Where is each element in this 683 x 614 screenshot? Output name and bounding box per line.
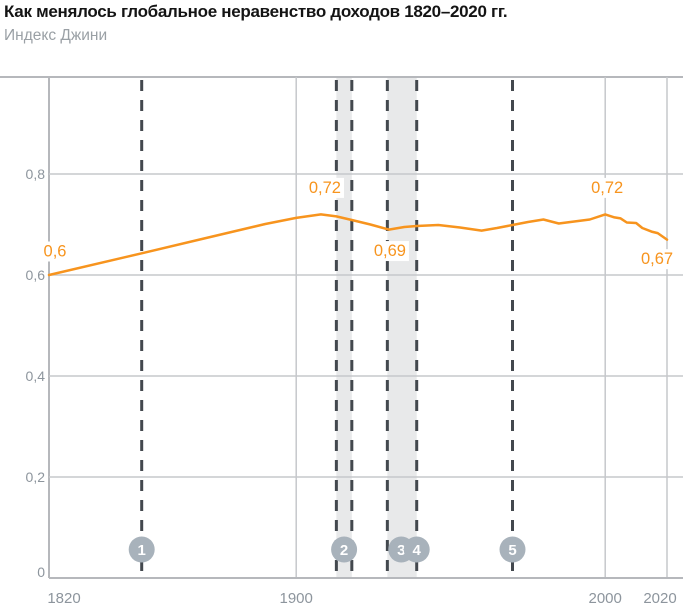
- x-tick-label: 2000: [589, 590, 622, 607]
- y-tick-label: 0: [37, 564, 45, 580]
- x-tick-label: 1820: [47, 590, 80, 607]
- value-annotation: 0,72: [591, 179, 623, 197]
- value-annotation-bg: [40, 241, 70, 262]
- event-marker-number-3: 3: [397, 542, 405, 559]
- x-tick-label: 2020: [643, 590, 676, 607]
- event-marker-number-2: 2: [340, 542, 348, 559]
- event-band: [387, 77, 417, 578]
- event-band: [336, 77, 352, 578]
- chart-title: Как менялось глобальное неравенство дохо…: [4, 2, 508, 21]
- event-marker-number-5: 5: [508, 542, 516, 559]
- y-tick-label: 0,2: [26, 469, 46, 485]
- chart-subtitle: Индекс Джини: [4, 27, 108, 44]
- value-annotation-bg: [305, 177, 344, 198]
- value-annotation: 0,67: [641, 250, 673, 268]
- value-annotation-bg: [588, 177, 627, 198]
- event-marker-circle-2: [331, 536, 358, 563]
- event-marker-circle-5: [499, 536, 526, 563]
- event-marker-circle-1: [128, 536, 155, 563]
- value-annotation: 0,6: [44, 243, 67, 261]
- x-tick-label: 1900: [280, 590, 313, 607]
- value-annotation: 0,72: [309, 179, 341, 197]
- value-annotation-bg: [637, 249, 677, 270]
- value-annotation-bg: [370, 241, 409, 262]
- value-annotation: 0,69: [374, 242, 406, 260]
- event-marker-circle-4: [403, 536, 430, 563]
- y-tick-label: 0,8: [26, 166, 46, 182]
- event-marker-number-4: 4: [413, 542, 422, 559]
- event-marker-number-1: 1: [138, 542, 146, 559]
- y-tick-label: 0,6: [26, 267, 46, 283]
- y-tick-label: 0,4: [26, 368, 46, 384]
- gini-line: [47, 213, 669, 277]
